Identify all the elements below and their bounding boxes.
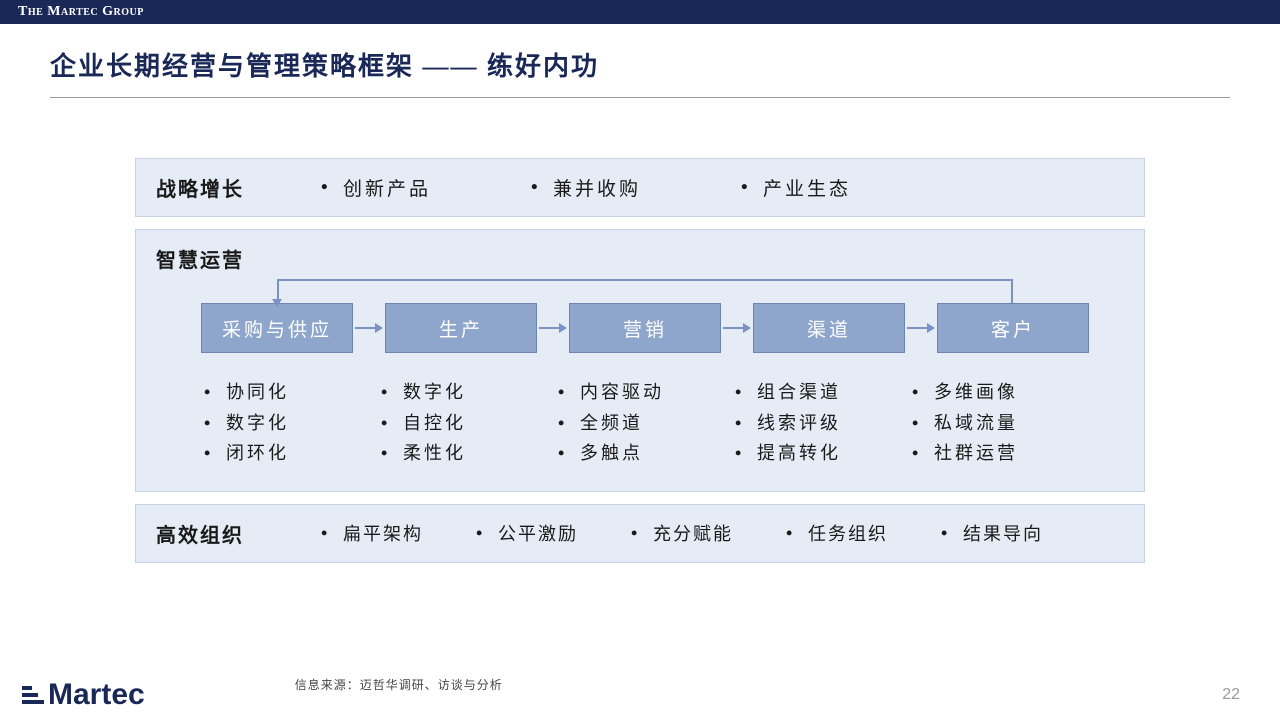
sub-item: •柔性化 bbox=[381, 438, 552, 469]
logo-text: Martec bbox=[48, 678, 145, 712]
sub-item: •内容驱动 bbox=[558, 377, 729, 408]
flow-node-channel: 渠道 bbox=[753, 303, 905, 353]
sub-item: •数字化 bbox=[204, 408, 375, 439]
sub-bullets-row: •协同化 •数字化 •闭环化 •数字化 •自控化 •柔性化 •内容驱动 •全频道… bbox=[156, 353, 1124, 469]
sub-item: •多维画像 bbox=[912, 377, 1083, 408]
sub-item: •闭环化 bbox=[204, 438, 375, 469]
flow-arrow-icon bbox=[905, 321, 937, 335]
sub-item: •线索评级 bbox=[735, 408, 906, 439]
sub-col: •组合渠道 •线索评级 •提高转化 bbox=[735, 377, 912, 469]
brand-text: The Martec Group bbox=[18, 4, 144, 19]
flow-arrow-icon bbox=[353, 321, 385, 335]
section-label-operations: 智慧运营 bbox=[156, 244, 1124, 273]
sub-item: •自控化 bbox=[381, 408, 552, 439]
sub-item: •社群运营 bbox=[912, 438, 1083, 469]
organization-bullets: •扁平架构 •公平激励 •充分赋能 •任务组织 •结果导向 bbox=[321, 520, 1124, 546]
title-area: 企业长期经营与管理策略框架 —— 练好内功 bbox=[0, 24, 1280, 110]
sub-col: •协同化 •数字化 •闭环化 bbox=[204, 377, 381, 469]
org-item: •公平激励 bbox=[476, 520, 631, 546]
growth-item: •兼并收购 bbox=[531, 174, 741, 201]
flow-arrow-icon bbox=[537, 321, 569, 335]
org-item: •任务组织 bbox=[786, 520, 941, 546]
content-area: 战略增长 •创新产品 •兼并收购 •产业生态 智慧运营 采购与供应 生产 bbox=[0, 110, 1280, 563]
flow-node-procurement: 采购与供应 bbox=[201, 303, 353, 353]
flow-arrow-icon bbox=[721, 321, 753, 335]
page-title: 企业长期经营与管理策略框架 —— 练好内功 bbox=[50, 46, 1230, 83]
logo-bars-icon bbox=[22, 686, 44, 704]
page-number: 22 bbox=[1222, 686, 1240, 704]
org-item: •结果导向 bbox=[941, 520, 1096, 546]
sub-item: •私域流量 bbox=[912, 408, 1083, 439]
org-item: •充分赋能 bbox=[631, 520, 786, 546]
sub-col: •多维画像 •私域流量 •社群运营 bbox=[912, 377, 1089, 469]
section-growth: 战略增长 •创新产品 •兼并收购 •产业生态 bbox=[135, 158, 1145, 217]
section-organization: 高效组织 •扁平架构 •公平激励 •充分赋能 •任务组织 •结果导向 bbox=[135, 504, 1145, 563]
flow-node-customer: 客户 bbox=[937, 303, 1089, 353]
feedback-arrowhead-icon bbox=[272, 299, 282, 307]
org-item: •扁平架构 bbox=[321, 520, 476, 546]
sub-item: •全频道 bbox=[558, 408, 729, 439]
flow-node-production: 生产 bbox=[385, 303, 537, 353]
growth-item: •产业生态 bbox=[741, 174, 951, 201]
flow-row: 采购与供应 生产 营销 渠道 客户 bbox=[201, 303, 1089, 353]
sub-item: •提高转化 bbox=[735, 438, 906, 469]
sub-item: •组合渠道 bbox=[735, 377, 906, 408]
section-label-organization: 高效组织 bbox=[156, 519, 321, 548]
growth-bullets: •创新产品 •兼并收购 •产业生态 bbox=[321, 174, 1124, 201]
sub-item: •多触点 bbox=[558, 438, 729, 469]
flow-node-marketing: 营销 bbox=[569, 303, 721, 353]
section-operations: 智慧运营 采购与供应 生产 营销 渠道 bbox=[135, 229, 1145, 492]
section-label-growth: 战略增长 bbox=[156, 173, 321, 202]
footer: Martec 信息来源：迈哲华调研、访谈与分析 22 bbox=[0, 670, 1280, 720]
logo: Martec bbox=[22, 678, 145, 712]
sub-col: •数字化 •自控化 •柔性化 bbox=[381, 377, 558, 469]
sub-item: •数字化 bbox=[381, 377, 552, 408]
feedback-loop-line bbox=[277, 279, 1013, 303]
growth-item: •创新产品 bbox=[321, 174, 531, 201]
sub-col: •内容驱动 •全频道 •多触点 bbox=[558, 377, 735, 469]
flow-wrap: 采购与供应 生产 营销 渠道 客户 bbox=[156, 303, 1124, 353]
top-brand-bar: The Martec Group bbox=[0, 0, 1280, 24]
title-underline bbox=[50, 97, 1230, 98]
sub-item: •协同化 bbox=[204, 377, 375, 408]
source-note: 信息来源：迈哲华调研、访谈与分析 bbox=[295, 676, 503, 693]
